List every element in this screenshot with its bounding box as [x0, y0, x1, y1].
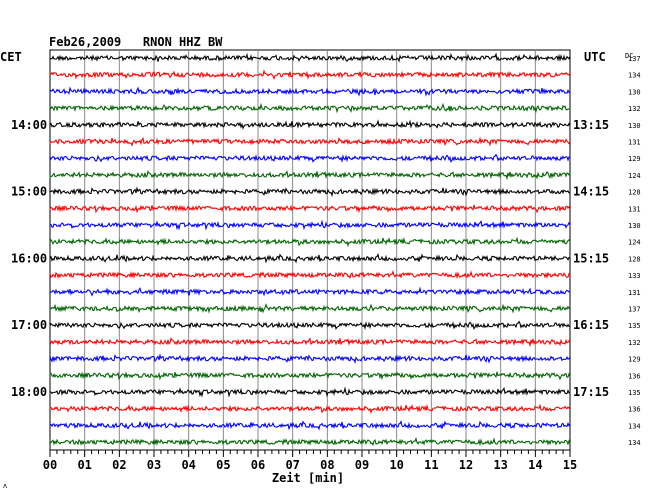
- seismic-trace: [49, 186, 571, 198]
- x-tick-label: 09: [355, 458, 369, 472]
- seismic-trace: [49, 169, 571, 181]
- x-tick-label: 02: [112, 458, 126, 472]
- dc-value: 136: [628, 406, 641, 414]
- seismic-trace: [49, 353, 571, 365]
- dc-value: 124: [628, 172, 641, 180]
- seismic-trace: [49, 236, 571, 248]
- dc-value: 132: [628, 105, 641, 113]
- plot-frame: [49, 49, 571, 451]
- x-tick-label: 07: [285, 458, 299, 472]
- right-timezone-label: UTC: [584, 50, 606, 64]
- seismic-trace: [49, 286, 571, 297]
- dc-value: 124: [628, 239, 641, 247]
- x-tick-label: 15: [563, 458, 577, 472]
- left-hour-label: 15:00: [11, 185, 47, 199]
- seismic-trace: [49, 136, 571, 147]
- dc-value: 134: [628, 72, 641, 80]
- x-axis-label: Zeit [min]: [272, 471, 344, 485]
- dc-value: 137: [628, 55, 641, 63]
- x-tick-label: 12: [459, 458, 473, 472]
- right-hour-label: 15:15: [573, 251, 609, 265]
- seismic-trace: [49, 336, 571, 348]
- dc-value: 136: [628, 372, 641, 380]
- corner-mark: ʌ: [3, 482, 7, 490]
- label-layer: 00 01 02 03 04 05 06 07 08 09 10 11 12 13 14 15 137 134 13…: [11, 55, 641, 472]
- dc-value: 131: [628, 289, 641, 297]
- x-tick-label: 06: [251, 458, 265, 472]
- chart-title: Feb26,2009 RNON HHZ BW: [49, 35, 223, 49]
- x-tick-label: 00: [43, 458, 57, 472]
- left-hour-label: 16:00: [11, 251, 47, 265]
- dc-label: DC: [625, 52, 633, 60]
- left-hour-label: 17:00: [11, 318, 47, 332]
- seismic-trace: [49, 86, 571, 97]
- seismic-trace: [49, 270, 571, 280]
- seismic-trace: [50, 386, 571, 398]
- x-tick-label: 04: [181, 458, 195, 472]
- seismic-trace: [49, 102, 570, 114]
- x-tick-label: 13: [493, 458, 507, 472]
- dc-value: 130: [628, 122, 641, 130]
- dc-value: 129: [628, 356, 641, 364]
- dc-value: 134: [628, 422, 641, 430]
- seismic-trace: [49, 420, 571, 431]
- seismic-trace: [49, 403, 571, 415]
- seismic-trace: [49, 204, 571, 214]
- dc-value: 132: [628, 339, 641, 347]
- dc-value: 135: [628, 322, 641, 330]
- trace-layer: [49, 52, 571, 447]
- seismic-trace: [49, 153, 571, 164]
- seismic-trace: [49, 219, 571, 231]
- x-tick-label: 08: [320, 458, 334, 472]
- dc-value: 137: [628, 306, 641, 314]
- seismic-trace: [49, 303, 571, 314]
- dc-value: 134: [628, 439, 641, 447]
- x-tick-label: 03: [147, 458, 161, 472]
- seismic-trace: [49, 52, 571, 63]
- right-hour-label: 13:15: [573, 118, 609, 132]
- dc-value: 131: [628, 205, 641, 213]
- seismic-trace: [49, 119, 571, 130]
- seismic-trace: [49, 253, 571, 264]
- dc-value: 133: [628, 272, 641, 280]
- seismic-trace: [49, 437, 571, 447]
- dc-value: 131: [628, 139, 641, 147]
- x-tick-label: 05: [216, 458, 230, 472]
- left-hour-label: 18:00: [11, 385, 47, 399]
- x-tick-label: 01: [77, 458, 91, 472]
- seismic-trace: [49, 371, 571, 381]
- grid-lines: [49, 49, 571, 457]
- x-tick-label: 11: [424, 458, 438, 472]
- left-timezone-label: CET: [0, 50, 22, 64]
- dc-value: 128: [628, 255, 641, 263]
- dc-value: 128: [628, 189, 641, 197]
- right-hour-label: 16:15: [573, 318, 609, 332]
- x-tick-label: 10: [389, 458, 403, 472]
- right-hour-label: 17:15: [573, 385, 609, 399]
- right-hour-label: 14:15: [573, 185, 609, 199]
- dc-value: 135: [628, 389, 641, 397]
- seismic-trace: [49, 320, 571, 331]
- dc-value: 130: [628, 88, 641, 96]
- seismic-trace: [49, 69, 571, 80]
- left-hour-label: 14:00: [11, 118, 47, 132]
- dc-value: 130: [628, 222, 641, 230]
- dc-value: 129: [628, 155, 641, 163]
- x-tick-label: 14: [528, 458, 542, 472]
